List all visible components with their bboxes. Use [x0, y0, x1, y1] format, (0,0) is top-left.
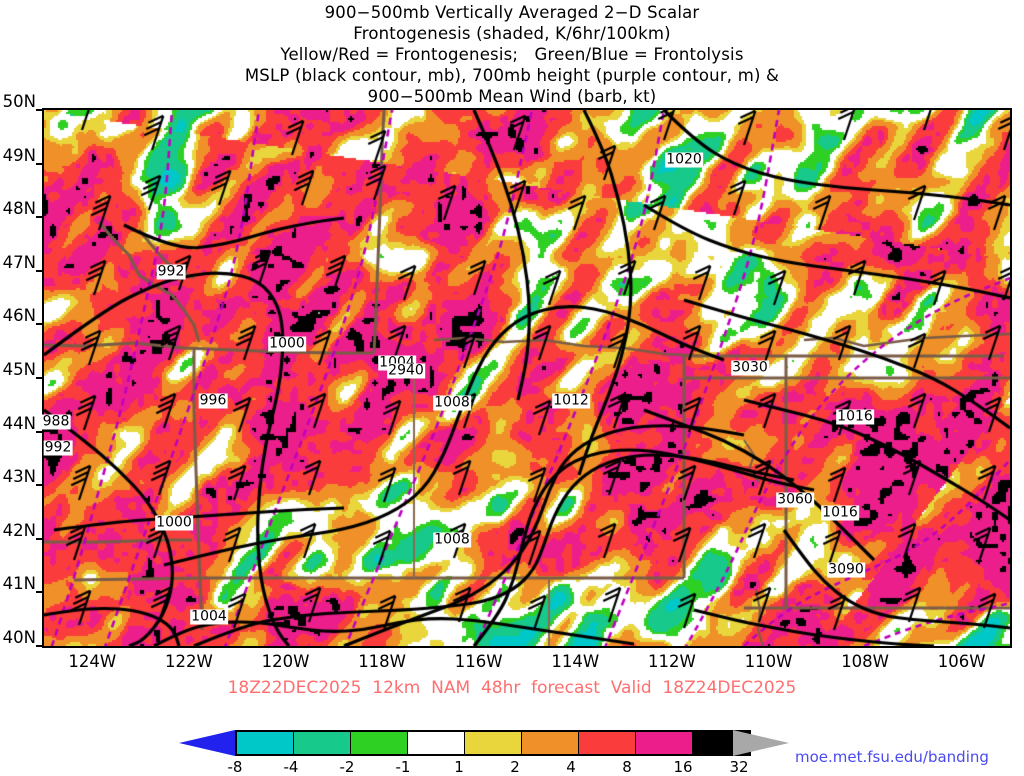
- y-tick-40N: 40N: [2, 628, 36, 647]
- x-tick-116W: 116W: [454, 652, 503, 671]
- source-watermark: moe.met.fsu.edu/banding: [795, 748, 989, 766]
- colorbar-swatch: [636, 732, 693, 754]
- colorbar-swatch: [408, 732, 465, 754]
- colorbar-swatch: [522, 732, 579, 754]
- x-tick-110W: 110W: [744, 652, 793, 671]
- colorbar-tick--8: -8: [227, 758, 243, 776]
- chart-title-block: 900−500mb Vertically Averaged 2−D Scalar…: [0, 2, 1024, 107]
- x-tick-118W: 118W: [358, 652, 406, 671]
- x-tick-106W: 106W: [937, 652, 986, 671]
- x-tick-120W: 120W: [261, 652, 310, 671]
- y-tick-46N: 46N: [2, 306, 36, 326]
- colorbar-tick-8: 8: [622, 758, 632, 776]
- colorbar-swatch: [237, 732, 294, 754]
- title-line-2: Frontogenesis (shaded, K/6hr/100km): [353, 24, 671, 43]
- title-line-1: 900−500mb Vertically Averaged 2−D Scalar: [324, 3, 700, 22]
- colorbar-swatch: [351, 732, 408, 754]
- y-tick-43N: 43N: [2, 467, 36, 487]
- colorbar-tick--4: -4: [283, 758, 299, 776]
- colorbar-cells: [235, 730, 751, 756]
- y-tick-49N: 49N: [2, 145, 36, 165]
- x-tick-114W: 114W: [551, 652, 600, 671]
- y-tick-48N: 48N: [2, 199, 36, 219]
- colorbar-tick--1: -1: [395, 758, 411, 776]
- colorbar-swatch: [579, 732, 636, 754]
- title-line-4: MSLP (black contour, mb), 700mb height (…: [244, 66, 780, 85]
- x-tick-122W: 122W: [164, 652, 213, 671]
- forecast-caption: 18Z22DEC2025 12km NAM 48hr forecast Vali…: [227, 678, 797, 698]
- y-tick-45N: 45N: [2, 360, 36, 379]
- colorbar-tick-16: 16: [673, 758, 693, 776]
- colorbar-swatch: [465, 732, 522, 754]
- title-line-3: Yellow/Red = Frontogenesis; Green/Blue =…: [280, 45, 744, 64]
- map-plot-area[interactable]: [42, 108, 1012, 648]
- colorbar-tick-1: 1: [454, 758, 464, 776]
- y-tick-44N: 44N: [2, 413, 36, 433]
- y-tick-47N: 47N: [2, 252, 36, 272]
- x-tick-124W: 124W: [68, 652, 117, 671]
- title-line-5: 900−500mb Mean Wind (barb, kt): [367, 87, 657, 106]
- frontogenesis-shaded-field: [44, 110, 1010, 646]
- y-tick-42N: 42N: [2, 520, 36, 540]
- colorbar: -8 -4 -2 -1 1 2 4 8 16 32: [0, 722, 1024, 776]
- colorbar-max-arrow: [733, 730, 789, 756]
- y-tick-41N: 41N: [2, 574, 36, 594]
- colorbar-tick-32: 32: [729, 758, 749, 776]
- colorbar-tick-4: 4: [566, 758, 576, 776]
- colorbar-swatch: [294, 732, 351, 754]
- x-tick-112W: 112W: [647, 652, 696, 671]
- colorbar-tick-2: 2: [510, 758, 520, 776]
- colorbar-tick--2: -2: [339, 758, 355, 776]
- x-tick-108W: 108W: [841, 652, 889, 671]
- colorbar-min-arrow: [179, 730, 235, 756]
